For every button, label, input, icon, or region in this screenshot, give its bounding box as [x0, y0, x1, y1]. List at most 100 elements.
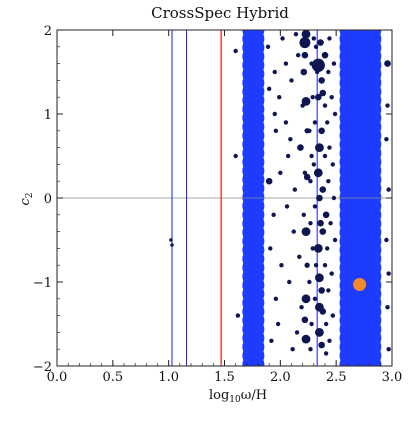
data-point — [307, 128, 312, 133]
data-point — [268, 246, 273, 251]
data-point — [311, 36, 317, 41]
data-point — [301, 334, 311, 344]
data-point — [280, 36, 285, 41]
band-0 — [242, 30, 265, 366]
data-point — [312, 120, 318, 125]
data-point — [315, 273, 324, 283]
data-point — [310, 246, 315, 251]
data-point — [323, 321, 329, 327]
y-tick-label: −2 — [33, 360, 52, 375]
data-point — [315, 93, 322, 101]
data-point — [299, 37, 311, 49]
data-point — [322, 211, 330, 219]
data-point — [326, 179, 331, 184]
data-point — [325, 246, 330, 251]
data-point — [326, 69, 331, 75]
data-point — [301, 316, 309, 324]
band-1 — [339, 30, 382, 366]
data-point — [266, 86, 272, 92]
data-point — [331, 195, 337, 201]
data-point — [322, 263, 328, 268]
data-point — [287, 279, 292, 285]
band-circle — [242, 353, 265, 366]
data-point — [309, 153, 314, 159]
data-point — [385, 305, 390, 310]
data-point — [312, 204, 318, 209]
data-point — [319, 228, 327, 235]
data-point — [384, 237, 389, 243]
data-point — [288, 137, 293, 142]
data-point — [273, 296, 279, 301]
data-point — [386, 187, 391, 192]
data-point — [283, 61, 289, 66]
data-point — [290, 347, 295, 352]
data-point — [301, 294, 311, 304]
data-point — [303, 173, 311, 181]
data-point — [318, 77, 325, 84]
data-point — [384, 60, 391, 67]
data-point — [327, 145, 332, 150]
data-point — [332, 237, 338, 243]
data-point — [169, 238, 173, 242]
data-point — [269, 338, 274, 343]
data-point — [330, 313, 336, 318]
x-tick-label: 0.0 — [47, 370, 68, 385]
data-point — [301, 51, 309, 59]
data-point — [316, 194, 323, 202]
data-point — [301, 30, 311, 39]
data-point — [323, 351, 329, 356]
y-tick-label: 0 — [44, 192, 52, 207]
data-point — [284, 204, 290, 209]
data-point — [283, 120, 289, 125]
data-point — [385, 103, 390, 108]
data-point — [327, 36, 332, 41]
data-point — [297, 254, 302, 259]
data-point — [301, 227, 311, 237]
data-point — [299, 305, 304, 310]
data-point — [329, 95, 334, 100]
x-tick-label: 1.5 — [214, 370, 235, 385]
data-point — [273, 128, 279, 133]
data-point — [319, 89, 327, 97]
data-point — [291, 229, 296, 234]
data-point — [233, 48, 238, 54]
data-point — [325, 120, 330, 125]
data-point — [311, 162, 317, 167]
data-point — [272, 111, 277, 117]
data-point — [318, 287, 325, 294]
highlight-point — [353, 278, 367, 292]
data-point — [315, 328, 324, 337]
x-axis-label: log10ω/H — [209, 388, 267, 405]
data-point — [308, 179, 313, 184]
y-tick-label: 2 — [44, 24, 52, 39]
data-point — [307, 279, 312, 285]
x-tick-label: 1.0 — [158, 370, 179, 385]
data-point — [293, 32, 299, 37]
y-tick-label: −1 — [33, 276, 52, 291]
data-point — [296, 53, 301, 58]
plot-area — [57, 30, 392, 366]
data-point — [235, 313, 241, 318]
data-point — [384, 137, 389, 142]
data-point — [301, 97, 311, 106]
data-point — [315, 143, 324, 153]
data-point — [292, 187, 298, 192]
data-point — [318, 127, 325, 135]
data-point — [386, 347, 391, 352]
chart-title: CrossSpec Hybrid — [151, 4, 289, 22]
data-point — [308, 221, 313, 226]
data-point — [321, 51, 329, 59]
band-circle — [245, 362, 262, 366]
data-point — [318, 341, 325, 349]
data-point — [313, 244, 323, 253]
data-point — [313, 44, 319, 49]
data-point — [329, 271, 334, 276]
x-tick-label: 3.0 — [382, 370, 403, 385]
y-axis-label: c2 — [18, 192, 35, 205]
data-point — [302, 170, 308, 175]
data-point — [328, 221, 333, 226]
axis-ticks: 0.0 0.5 1.0 1.5 2.0 2.5 3.0 2 1 0 −1 −2 — [33, 24, 403, 385]
data-point — [313, 263, 319, 268]
data-point — [317, 219, 324, 227]
